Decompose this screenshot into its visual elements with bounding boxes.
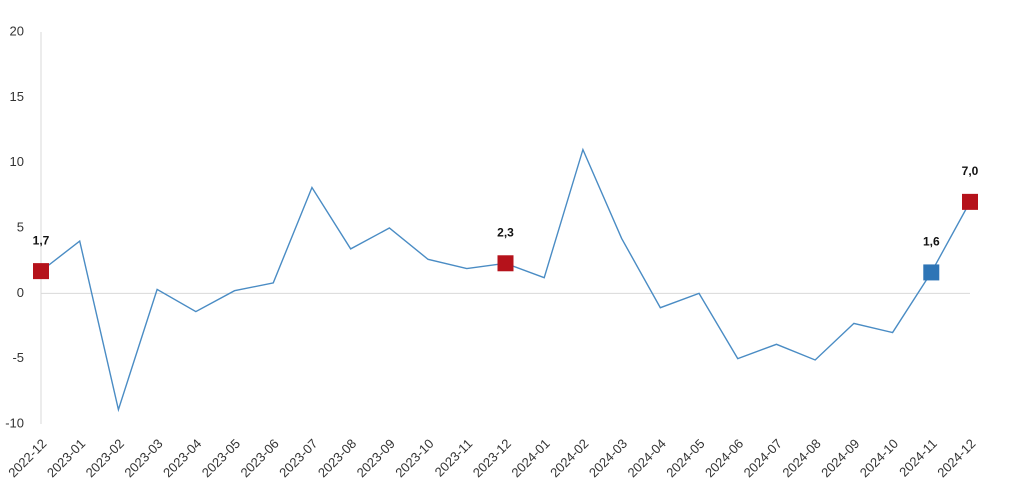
x-tick-label: 2023-07 <box>276 436 320 480</box>
y-tick-label: 5 <box>17 219 24 234</box>
y-tick-label: -5 <box>12 350 24 365</box>
series-line <box>40 147 971 413</box>
value-label: 2,3 <box>497 225 514 239</box>
value-label: 1,7 <box>33 233 50 247</box>
x-tick-label: 2022-12 <box>5 436 49 480</box>
x-tick-label: 2024-06 <box>702 436 746 480</box>
x-tick-label: 2023-10 <box>392 436 436 480</box>
x-tick-label: 2023-06 <box>237 436 281 480</box>
x-tick-label: 2023-12 <box>470 436 514 480</box>
y-tick-label: -10 <box>5 415 24 430</box>
y-tick-label: 10 <box>10 154 24 169</box>
x-tick-label: 2023-01 <box>44 436 88 480</box>
x-tick-label: 2024-03 <box>586 436 630 480</box>
x-tick-label: 2024-11 <box>896 436 940 480</box>
value-label: 7,0 <box>962 164 979 178</box>
x-tick-label: 2024-12 <box>934 436 978 480</box>
x-tick-label: 2024-10 <box>857 436 901 480</box>
x-tick-label: 2023-11 <box>432 436 476 480</box>
value-label: 1,6 <box>923 235 940 249</box>
x-tick-label: 2024-08 <box>779 436 823 480</box>
marker <box>33 263 49 280</box>
x-tick-label: 2023-02 <box>83 436 127 480</box>
marker <box>962 193 978 210</box>
x-tick-label: 2023-03 <box>121 436 165 480</box>
x-tick-label: 2024-02 <box>547 436 591 480</box>
x-tick-label: 2023-05 <box>199 436 243 480</box>
x-tick-label: 2023-04 <box>160 436 204 480</box>
marker <box>497 255 514 272</box>
y-tick-label: 15 <box>10 89 24 104</box>
x-tick-label: 2024-09 <box>818 436 862 480</box>
y-tick-label: 0 <box>17 285 24 300</box>
y-tick-label: 20 <box>10 23 24 38</box>
x-tick-label: 2024-05 <box>663 436 707 480</box>
x-tick-label: 2024-01 <box>508 436 552 480</box>
x-tick-label: 2023-09 <box>354 436 398 480</box>
x-tick-label: 2023-08 <box>315 436 359 480</box>
marker <box>923 264 940 281</box>
x-tick-label: 2024-07 <box>741 436 785 480</box>
x-tick-label: 2024-04 <box>625 436 669 480</box>
